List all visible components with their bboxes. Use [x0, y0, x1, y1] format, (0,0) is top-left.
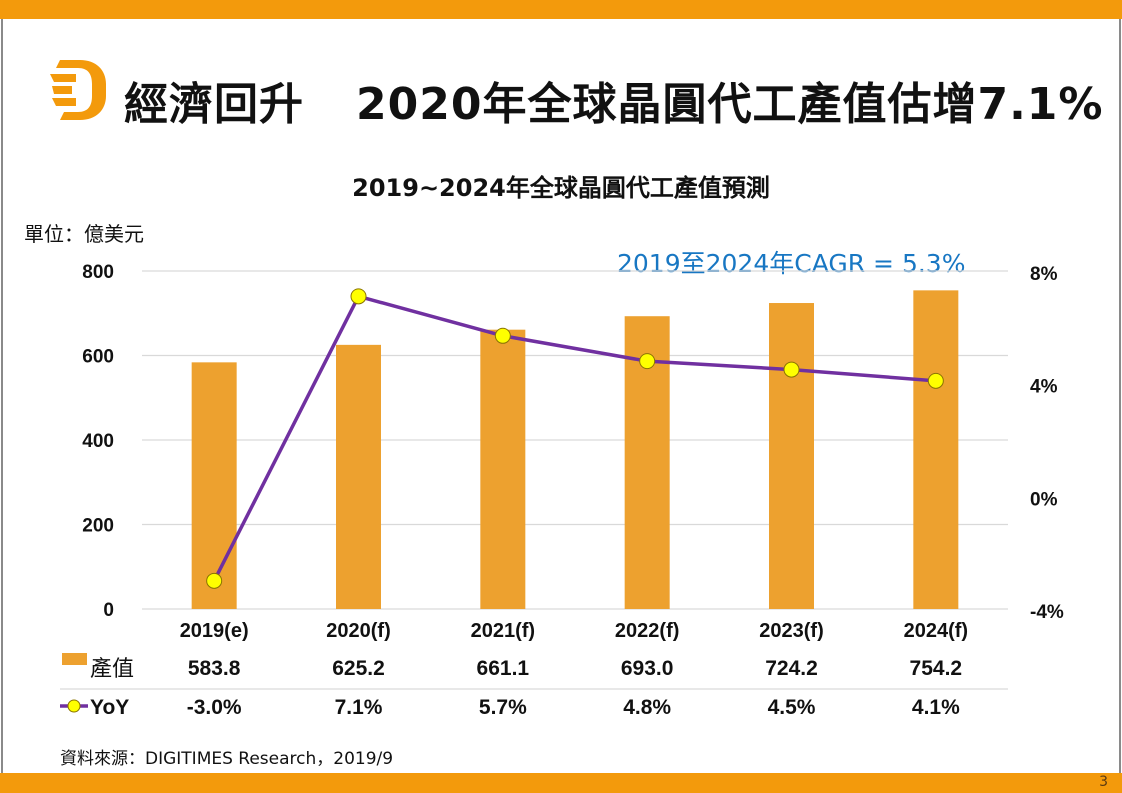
category-label: 2022(f)	[615, 620, 679, 642]
right-tick-label: -4%	[1030, 602, 1064, 623]
gridlines	[142, 270, 1008, 610]
bar	[191, 362, 237, 609]
unit-label: 單位：億美元	[24, 222, 144, 246]
yoy-marker	[206, 572, 223, 589]
bar	[480, 329, 526, 609]
right-axis-ticks: -4% 0% 4% 8%	[1030, 264, 1064, 623]
yoy-value-cell: 7.1%	[335, 696, 383, 719]
bar	[913, 290, 959, 609]
left-tick-label: 0	[103, 600, 114, 621]
bottom-banner	[0, 773, 1122, 793]
yoy-value-cell: 4.8%	[623, 696, 671, 719]
yoy-line	[212, 294, 936, 582]
category-label: 2021(f)	[471, 620, 535, 642]
yoy-value-cell: 4.1%	[912, 696, 960, 719]
left-tick-label: 600	[82, 347, 114, 368]
yoy-marker	[350, 288, 367, 305]
bar-value-cell: 625.2	[332, 657, 385, 680]
right-tick-label: 0%	[1030, 489, 1058, 510]
left-tick-label: 800	[82, 262, 114, 283]
bar-value-cell: 754.2	[910, 657, 963, 680]
top-banner	[0, 0, 1122, 19]
yoy-value-cell: -3.0%	[187, 696, 242, 719]
bar-value-cell: 693.0	[621, 657, 674, 680]
left-axis-ticks: 0 200 400 600 800	[82, 262, 114, 621]
digitimes-logo-icon	[50, 60, 106, 120]
category-labels: 2019(e) 2020(f) 2021(f) 2022(f) 2023(f) 2024(…	[180, 620, 968, 642]
right-tick-label: 4%	[1030, 377, 1058, 398]
yoy-marker	[783, 361, 800, 378]
headline-part1: 經濟回升	[124, 79, 304, 130]
slide-border-right	[1119, 19, 1121, 773]
legend-line-label: YoY	[90, 696, 129, 719]
legend-marker-swatch	[67, 699, 81, 713]
bar-series	[191, 290, 959, 609]
yoy-marker	[494, 327, 511, 344]
category-label: 2024(f)	[904, 620, 968, 642]
legend-bar-swatch	[62, 653, 87, 665]
bar	[336, 344, 381, 609]
page-number: 3	[1099, 774, 1108, 790]
category-label: 2020(f)	[326, 620, 390, 642]
chart-title: 2019~2024年全球晶圓代工產值預測	[352, 174, 770, 202]
bar-value-cell: 724.2	[765, 657, 818, 680]
legend-bar-label: 產值	[90, 657, 134, 682]
slide-border-left	[1, 19, 3, 773]
headline-part2: 2020年全球晶圓代工產值估增7.1%	[356, 79, 1104, 130]
data-table: 產值 583.8 625.2 661.1 693.0 724.2 754.2 YoY -3.0%…	[60, 653, 1008, 719]
left-tick-label: 400	[82, 431, 114, 452]
yoy-marker	[639, 353, 656, 370]
bar	[769, 303, 814, 609]
bar-value-cell: 661.1	[477, 657, 530, 680]
yoy-marker	[927, 372, 944, 389]
line-series	[206, 288, 944, 589]
slide-headline: 經濟回升 2020年全球晶圓代工產值估增7.1%	[124, 68, 1104, 132]
yoy-value-cell: 4.5%	[768, 696, 816, 719]
yoy-value-cell: 5.7%	[479, 696, 527, 719]
source-note: 資料來源：DIGITIMES Research，2019/9	[60, 749, 394, 769]
cagr-annotation: 2019至2024年CAGR = 5.3%	[617, 249, 966, 278]
bar-value-cell: 583.8	[188, 657, 241, 680]
left-tick-label: 200	[82, 516, 114, 537]
category-label: 2023(f)	[759, 620, 823, 642]
category-label: 2019(e)	[180, 620, 249, 642]
right-tick-label: 8%	[1030, 264, 1058, 285]
